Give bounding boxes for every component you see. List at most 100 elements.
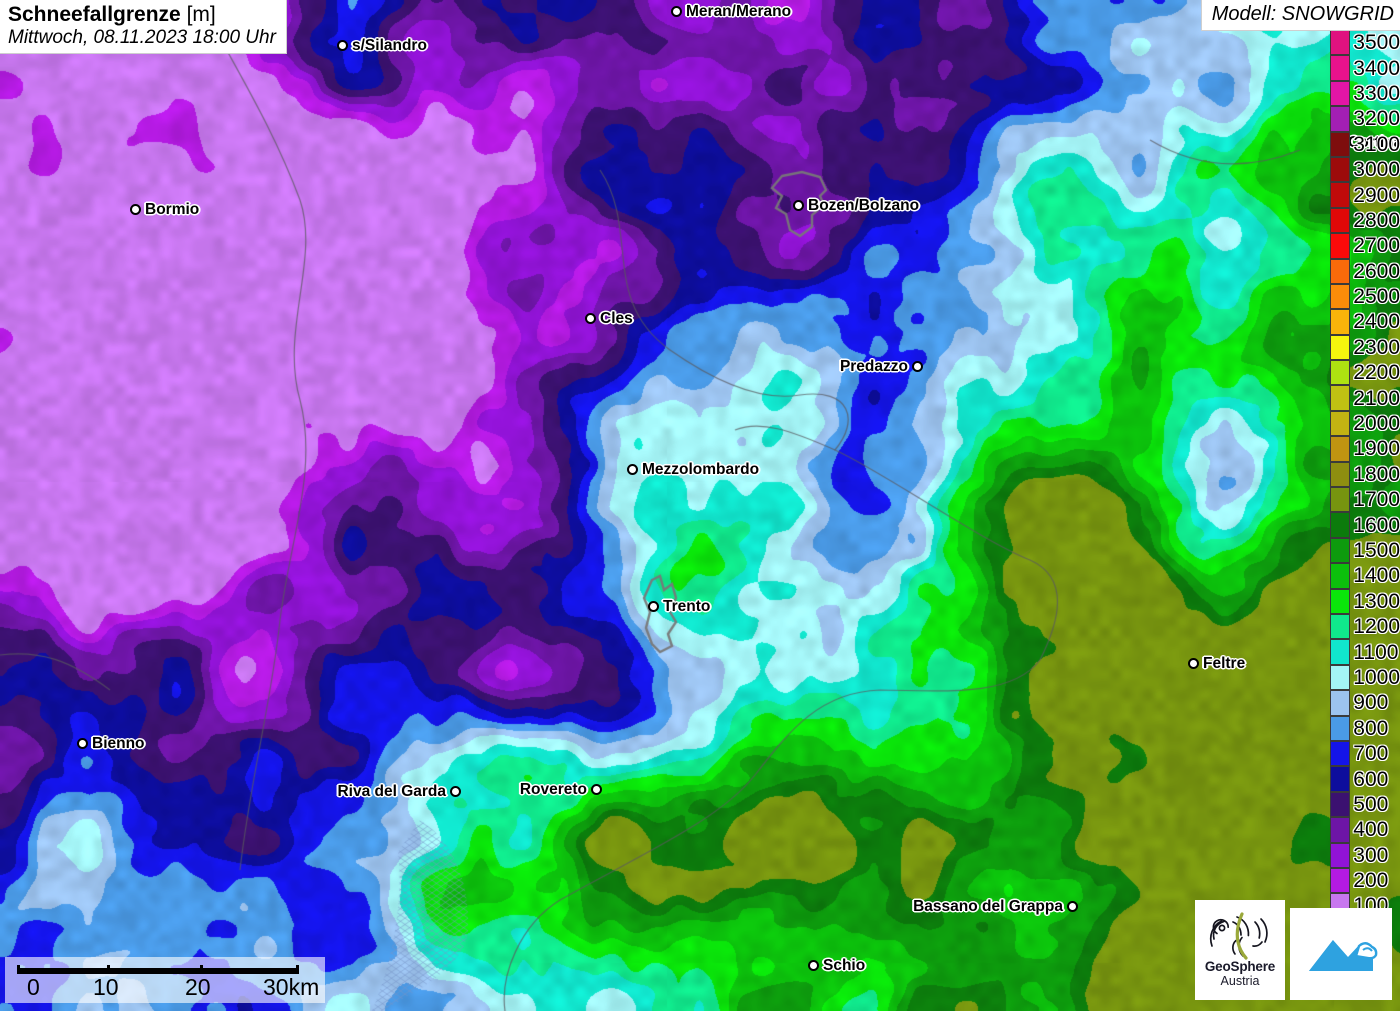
scale-bar: 0 10 20 30km bbox=[5, 957, 325, 1003]
city-marker[interactable]: Feltre bbox=[1188, 656, 1245, 672]
legend-swatch bbox=[1330, 664, 1351, 691]
city-name-label: Trento bbox=[663, 598, 711, 615]
legend-entry: 1700 bbox=[1330, 487, 1400, 513]
legend-label: 3400 bbox=[1353, 56, 1400, 80]
mountain-arrow-icon bbox=[1309, 940, 1378, 971]
legend-entry: 2000 bbox=[1330, 410, 1400, 437]
legend-label: 2200 bbox=[1353, 361, 1400, 385]
legend-swatch bbox=[1330, 461, 1351, 488]
legend-swatch bbox=[1330, 131, 1351, 157]
scale-label-0: 0 bbox=[27, 974, 40, 1000]
legend-swatch bbox=[1330, 55, 1351, 81]
legend-swatch bbox=[1330, 309, 1351, 335]
legend-swatch bbox=[1330, 817, 1351, 843]
legend-entry: 1300 bbox=[1330, 588, 1400, 614]
legend-swatch bbox=[1330, 512, 1351, 538]
city-dot-icon bbox=[1067, 901, 1078, 913]
legend-label: 2800 bbox=[1353, 208, 1400, 232]
legend-swatch bbox=[1330, 487, 1351, 513]
city-marker[interactable]: Bozen/Bolzano bbox=[793, 198, 919, 214]
city-marker[interactable]: Trento bbox=[648, 599, 710, 615]
legend-entry: 2300 bbox=[1330, 334, 1400, 361]
legend-entry: 1500 bbox=[1330, 537, 1400, 564]
city-marker[interactable]: s/Silandro bbox=[337, 38, 427, 54]
legend-swatch bbox=[1330, 436, 1351, 462]
city-dot-icon bbox=[808, 960, 819, 972]
city-dot-icon bbox=[793, 200, 804, 212]
legend-entry: 2800 bbox=[1330, 207, 1400, 234]
legend-swatch bbox=[1330, 715, 1351, 741]
city-marker[interactable]: Meran/Merano bbox=[671, 4, 791, 20]
scale-label-30: 30km bbox=[263, 974, 320, 1000]
city-name-label: Riva del Garda bbox=[337, 783, 446, 800]
legend-entry: 1200 bbox=[1330, 613, 1400, 640]
city-name-label: Rovereto bbox=[519, 781, 587, 798]
legend-label: 3300 bbox=[1353, 81, 1400, 105]
legend-swatch bbox=[1330, 385, 1351, 411]
legend-label: 1100 bbox=[1353, 640, 1399, 664]
city-name-label: Schio bbox=[823, 957, 866, 974]
legend-swatch bbox=[1330, 613, 1351, 640]
legend-swatch bbox=[1330, 410, 1351, 437]
city-marker[interactable]: Predazzo bbox=[840, 359, 923, 375]
city-marker[interactable]: Bormio bbox=[130, 202, 199, 218]
legend-swatch bbox=[1330, 537, 1351, 564]
city-dot-icon bbox=[450, 786, 461, 798]
city-dot-icon bbox=[585, 313, 596, 325]
valid-time-label: Mittwoch, 08.11.2023 18:00 Uhr bbox=[8, 26, 276, 48]
legend-swatch bbox=[1330, 258, 1351, 284]
city-marker[interactable]: Riva del Garda bbox=[337, 784, 461, 800]
legend-entry: 400 bbox=[1330, 817, 1389, 843]
city-marker[interactable]: Schio bbox=[808, 958, 865, 974]
city-marker[interactable]: Cles bbox=[585, 311, 633, 327]
legend-label: 1200 bbox=[1353, 615, 1400, 639]
legend-label: 400 bbox=[1353, 818, 1389, 842]
legend-label: 1000 bbox=[1353, 665, 1400, 689]
legend-label: 1600 bbox=[1353, 513, 1400, 537]
legend-swatch bbox=[1330, 283, 1351, 310]
legend-entry: 300 bbox=[1330, 842, 1389, 868]
legend-label: 2000 bbox=[1353, 412, 1400, 436]
scale-bar-line bbox=[17, 965, 299, 974]
legend-entry: 800 bbox=[1330, 715, 1388, 741]
legend-entry: 1600 bbox=[1330, 512, 1400, 538]
legend-swatch bbox=[1330, 842, 1351, 868]
legend-entry: 3200 bbox=[1330, 106, 1400, 132]
city-name-label: Meran/Merano bbox=[686, 3, 792, 20]
legend-label: 600 bbox=[1353, 767, 1389, 791]
legend-label: 300 bbox=[1353, 843, 1389, 867]
legend-swatch bbox=[1330, 766, 1351, 792]
legend-entry: 1400 bbox=[1330, 563, 1400, 589]
legend-entry: 2500 bbox=[1330, 283, 1400, 310]
legend-swatch bbox=[1330, 334, 1351, 361]
legend-label: 1700 bbox=[1353, 488, 1400, 512]
legend-swatch bbox=[1330, 80, 1351, 107]
legend-swatch bbox=[1330, 588, 1351, 614]
city-name-label: Bienno bbox=[92, 735, 145, 752]
legend-entry: 900 bbox=[1330, 690, 1388, 716]
city-marker[interactable]: Bienno bbox=[77, 736, 145, 752]
legend-entry: 1900 bbox=[1330, 436, 1400, 462]
city-marker[interactable]: Mezzolombardo bbox=[627, 462, 759, 478]
city-marker[interactable]: Bassano del Grappa bbox=[913, 899, 1078, 915]
legend-label: 1900 bbox=[1353, 437, 1400, 461]
legend-label: 2300 bbox=[1353, 335, 1400, 359]
legend-swatch bbox=[1330, 233, 1351, 259]
legend-entry: 500 bbox=[1330, 791, 1389, 818]
legend-label: 2900 bbox=[1353, 183, 1400, 207]
legend-entry: 2600 bbox=[1330, 258, 1400, 284]
legend-entry: 1100 bbox=[1330, 639, 1399, 665]
city-dot-icon bbox=[648, 601, 659, 613]
city-name-label: Bassano del Grappa bbox=[913, 898, 1063, 915]
legend-label: 2600 bbox=[1353, 259, 1400, 283]
legend-swatch bbox=[1330, 639, 1351, 665]
city-marker[interactable]: Rovereto bbox=[520, 782, 602, 798]
legend-label: 2400 bbox=[1353, 310, 1400, 334]
legend-label: 500 bbox=[1353, 792, 1389, 816]
scale-label-10: 10 bbox=[93, 974, 119, 1000]
city-dot-icon bbox=[337, 40, 348, 52]
legend-swatch bbox=[1330, 106, 1351, 132]
legend-label: 1500 bbox=[1353, 539, 1400, 562]
legend-swatch bbox=[1330, 207, 1351, 234]
